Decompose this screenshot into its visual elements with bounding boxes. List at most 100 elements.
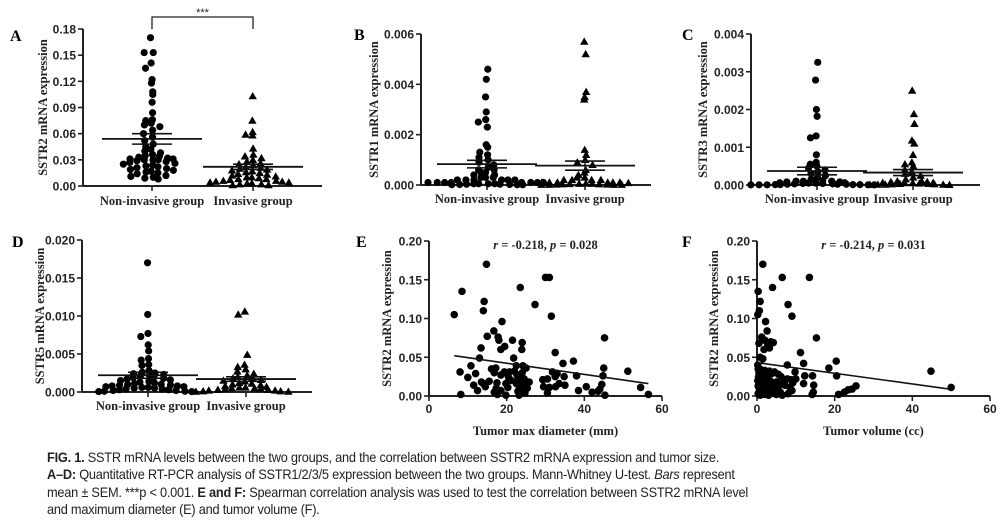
data-point	[759, 260, 767, 269]
data-point	[527, 178, 535, 187]
data-point	[140, 156, 148, 164]
data-point	[100, 387, 108, 395]
data-point	[482, 75, 490, 83]
data-point	[915, 179, 924, 187]
data-point	[470, 171, 478, 179]
data-point	[849, 181, 857, 189]
data-point	[887, 180, 897, 188]
data-point	[147, 119, 155, 127]
data-point	[601, 391, 609, 400]
x-category-label: Non-invasive group	[765, 192, 869, 206]
data-point	[761, 317, 770, 326]
data-point	[812, 151, 820, 159]
data-point	[509, 354, 518, 362]
y-axis-title: SSTR2 mRNA expression	[707, 250, 721, 387]
data-point	[204, 386, 214, 394]
data-point	[456, 180, 464, 189]
data-point	[537, 180, 546, 188]
data-point	[145, 361, 153, 369]
y-axis-title: SSTR2 mRNA expression	[380, 250, 394, 387]
data-point	[233, 169, 243, 177]
data-point	[149, 90, 157, 99]
data-point	[778, 273, 787, 282]
data-point	[484, 143, 492, 151]
data-point	[945, 180, 954, 188]
y-tick-label: 0.002	[714, 103, 744, 117]
data-point	[489, 173, 497, 182]
data-point	[808, 372, 817, 380]
data-point	[881, 180, 890, 188]
data-point	[502, 391, 510, 400]
data-point	[910, 119, 919, 127]
x-tick-label: 20	[500, 402, 514, 416]
data-point	[497, 371, 505, 379]
data-point	[457, 390, 465, 399]
data-point	[791, 368, 799, 376]
data-point	[806, 134, 815, 142]
caption-bold-segment: E and F:	[197, 484, 246, 500]
data-point	[924, 179, 933, 188]
data-point	[796, 348, 805, 357]
data-point	[166, 376, 174, 384]
data-point	[240, 360, 249, 368]
data-point	[587, 179, 597, 187]
data-point	[559, 175, 568, 184]
y-tick-label: 0.00	[399, 390, 423, 404]
data-point	[205, 178, 215, 186]
data-point	[910, 139, 919, 147]
data-point	[799, 179, 807, 188]
data-point	[144, 341, 152, 349]
data-point	[456, 368, 464, 376]
data-point	[469, 381, 478, 389]
data-point	[496, 180, 504, 188]
data-point	[909, 109, 919, 118]
data-point	[264, 385, 273, 393]
y-tick-label: 0.003	[714, 65, 744, 79]
data-point	[580, 145, 589, 153]
data-point	[565, 179, 574, 188]
data-point	[764, 391, 773, 400]
y-tick-label: 0.18	[53, 23, 77, 37]
data-point	[756, 297, 764, 306]
data-point	[255, 168, 264, 177]
data-point	[495, 336, 503, 345]
data-point	[545, 273, 554, 282]
data-point	[242, 157, 252, 165]
caption-line: FIG. 1. SSTR mRNA levels between the two…	[47, 449, 931, 466]
data-point	[755, 181, 763, 189]
data-point	[788, 312, 796, 320]
data-point	[759, 355, 767, 363]
data-point	[221, 384, 230, 393]
y-tick-label: 0.15	[727, 273, 751, 287]
x-category-label: Non-invasive group	[96, 399, 200, 413]
data-point	[805, 273, 814, 282]
data-point	[504, 383, 512, 392]
data-point	[644, 390, 653, 399]
data-point	[154, 175, 162, 183]
panel-label-d: D	[12, 234, 24, 251]
data-point	[768, 283, 777, 292]
data-point	[228, 380, 237, 388]
data-point	[594, 387, 602, 396]
data-point	[812, 334, 821, 342]
data-point	[475, 153, 483, 161]
data-point	[130, 384, 138, 392]
data-point	[475, 354, 484, 362]
data-point	[776, 181, 784, 189]
data-point	[515, 391, 523, 400]
data-point	[865, 180, 875, 188]
data-point	[144, 354, 153, 363]
data-point	[551, 372, 560, 381]
data-point	[580, 173, 589, 181]
data-point	[241, 167, 251, 176]
caption-text-segment: Quantitative RT-PCR analysis of SSTR1/2/…	[75, 467, 655, 483]
data-point	[609, 180, 619, 188]
data-point	[243, 350, 252, 358]
data-point	[819, 179, 827, 188]
data-point	[908, 173, 918, 181]
data-point	[804, 179, 813, 187]
data-point	[907, 158, 917, 166]
data-point	[241, 130, 250, 138]
